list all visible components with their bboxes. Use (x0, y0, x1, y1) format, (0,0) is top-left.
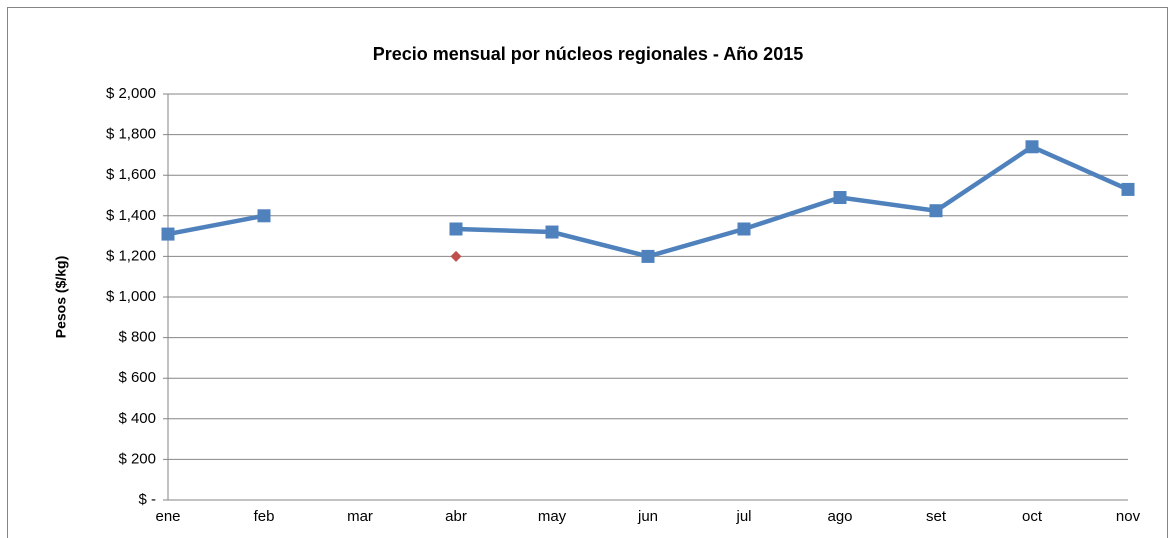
point-marker (929, 204, 943, 218)
point-marker (641, 249, 655, 263)
point-marker (450, 250, 462, 262)
point-marker (257, 209, 271, 223)
x-tick-label: feb (254, 508, 275, 525)
y-tick-label: $ 400 (118, 410, 156, 427)
y-tick-label: $ 200 (118, 450, 156, 467)
x-tick-label: jun (637, 508, 658, 525)
y-tick-label: $ 1,800 (106, 126, 156, 143)
y-tick-label: $ 1,000 (106, 288, 156, 305)
point-marker (1121, 182, 1135, 196)
x-tick-label: set (926, 508, 947, 525)
x-tick-label: may (538, 508, 567, 525)
y-tick-label: $ 1,400 (106, 207, 156, 224)
y-tick-label: $ - (138, 491, 156, 508)
point-marker (833, 191, 847, 205)
x-tick-label: jul (735, 508, 751, 525)
x-tick-label: mar (347, 508, 373, 525)
point-marker (1025, 140, 1039, 154)
y-tick-label: $ 600 (118, 369, 156, 386)
y-tick-label: $ 800 (118, 329, 156, 346)
series-line (167, 144, 1129, 259)
y-tick-label: $ 2,000 (106, 85, 156, 102)
y-tick-label: $ 1,200 (106, 247, 156, 264)
chart-title: Precio mensual por núcleos regionales - … (373, 44, 803, 64)
x-tick-label: ago (827, 508, 852, 525)
chart-border (7, 7, 1168, 538)
point-marker (449, 222, 463, 236)
point-marker (161, 227, 175, 241)
y-axis-label: Pesos ($/kg) (53, 256, 69, 338)
point-marker (737, 222, 751, 236)
x-tick-label: oct (1022, 508, 1043, 525)
y-tick-label: $ 1,600 (106, 166, 156, 183)
x-tick-label: nov (1116, 508, 1141, 525)
x-tick-label: ene (155, 508, 180, 525)
x-tick-label: abr (445, 508, 467, 525)
point-marker (545, 225, 559, 239)
